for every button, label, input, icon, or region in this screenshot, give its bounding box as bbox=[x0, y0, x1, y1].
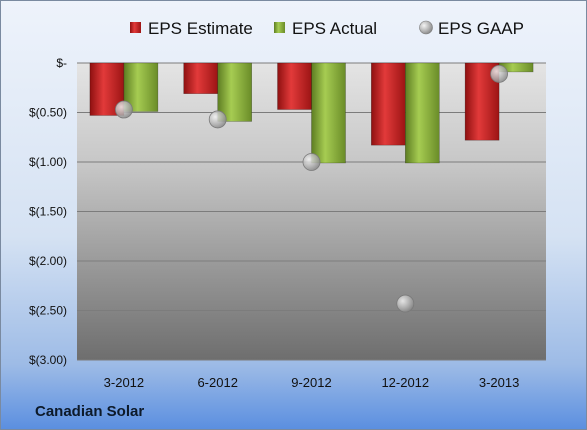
y-tick-label: $- bbox=[56, 56, 67, 70]
y-axis-ticks: $- $(0.50) $(1.00) $(1.50) $(2.00) $(2.50) $(3… bbox=[29, 56, 67, 367]
x-tick-label: 6-2012 bbox=[197, 375, 237, 390]
bar-eps-estimate-12-2012 bbox=[370, 62, 406, 146]
point-eps-gaap-12-2012 bbox=[396, 294, 415, 313]
x-tick-label: 3-2013 bbox=[479, 375, 519, 390]
point-eps-gaap-3-2013 bbox=[490, 64, 509, 83]
x-tick-label: 3-2012 bbox=[104, 375, 144, 390]
company-label: Canadian Solar bbox=[35, 403, 145, 420]
x-tick-label: 9-2012 bbox=[291, 375, 331, 390]
point-eps-gaap-3-2012 bbox=[115, 100, 133, 119]
bar-eps-estimate-6-2012 bbox=[183, 62, 218, 94]
x-tick-label: 12-2012 bbox=[381, 375, 429, 390]
legend-label-eps-gaap: EPS GAAP bbox=[438, 19, 524, 38]
point-eps-gaap-6-2012 bbox=[208, 110, 227, 129]
legend-swatch-eps-gaap bbox=[419, 20, 433, 35]
bar-eps-estimate-9-2012 bbox=[277, 62, 312, 110]
legend-swatch-eps-actual bbox=[274, 22, 285, 33]
bar-eps-actual-9-2012 bbox=[311, 62, 346, 164]
y-tick-label: $(2.00) bbox=[29, 254, 67, 268]
point-eps-gaap-9-2012 bbox=[302, 153, 321, 171]
x-axis-ticks: 3-2012 6-2012 9-2012 12-2012 3-2013 bbox=[104, 375, 520, 390]
legend: EPS Estimate EPS Actual EPS GAAP bbox=[130, 19, 524, 38]
bar-eps-actual-6-2012 bbox=[217, 62, 252, 122]
y-tick-label: $(2.50) bbox=[29, 304, 67, 318]
legend-label-eps-actual: EPS Actual bbox=[292, 19, 377, 38]
y-tick-label: $(0.50) bbox=[29, 106, 67, 120]
bar-eps-actual-12-2012 bbox=[404, 62, 440, 164]
y-tick-label: $(1.50) bbox=[29, 205, 67, 219]
y-tick-label: $(3.00) bbox=[29, 353, 67, 367]
legend-label-eps-estimate: EPS Estimate bbox=[148, 19, 253, 38]
y-tick-label: $(1.00) bbox=[29, 155, 67, 169]
gaap-points-group bbox=[115, 64, 509, 313]
legend-swatch-eps-estimate bbox=[130, 22, 141, 33]
